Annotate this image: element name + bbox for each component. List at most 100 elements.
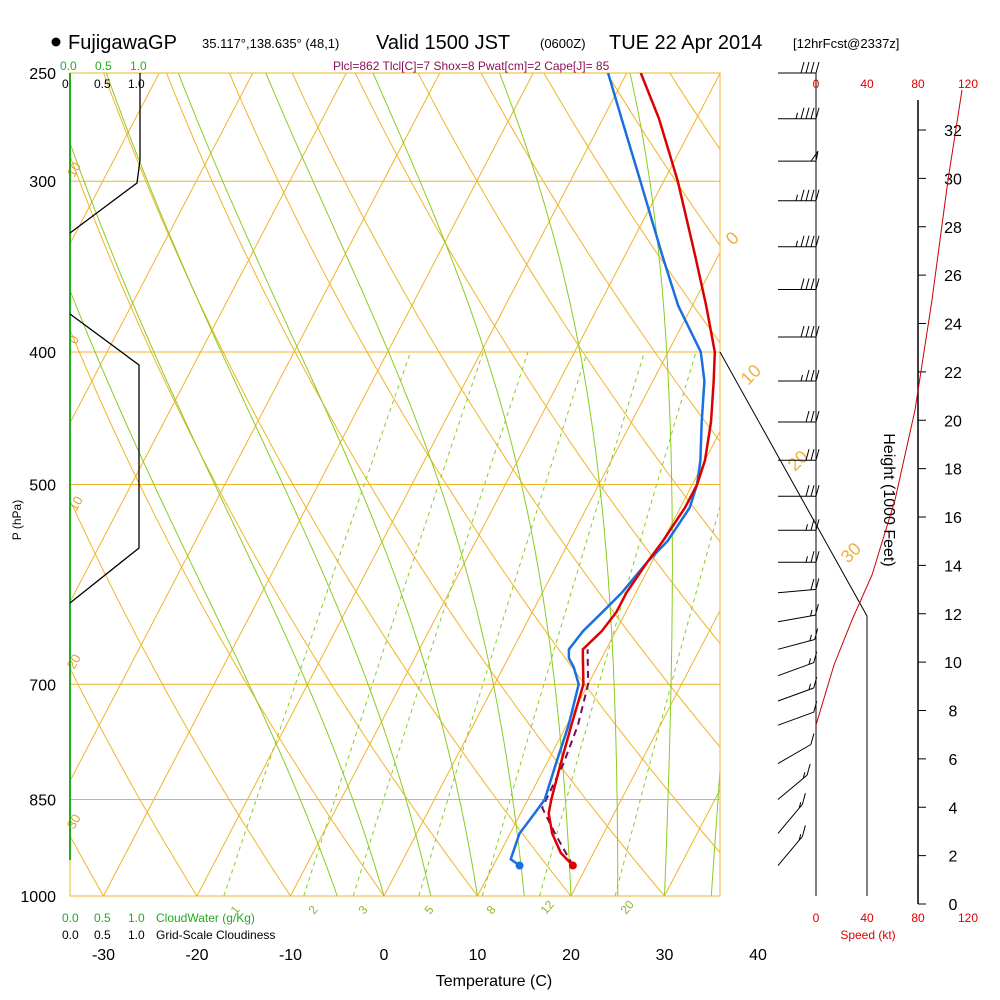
pressure-tick-label: 700 <box>29 677 56 694</box>
moist-adiabat <box>499 73 619 896</box>
dry-adiabat <box>858 73 1000 896</box>
isotherm-line <box>70 73 160 246</box>
wind-barb <box>777 651 818 677</box>
x-tick-label: 20 <box>562 947 580 964</box>
wind-speed-top-tick: 0 <box>813 77 820 91</box>
height-tick-label: 14 <box>944 558 962 575</box>
mixing-ratio-line <box>303 351 484 896</box>
profiles <box>509 73 717 870</box>
wind-barb <box>777 235 820 248</box>
isotherm-line <box>196 73 628 896</box>
wind-panel-edge <box>719 351 868 896</box>
valid-zulu: (0600Z) <box>540 36 586 51</box>
dry-adiabat <box>921 73 1000 896</box>
cloud-panel: 0.0 0.5 1.0 0 0.5 1.0 0.0 0.5 1.0 CloudWater (g/K… <box>60 59 275 942</box>
height-tick-label: 2 <box>949 849 958 866</box>
temperature-line <box>547 73 717 867</box>
wind-barb <box>777 369 820 382</box>
skew-line-label: 10 <box>737 361 765 389</box>
dry-adiabat <box>228 73 720 854</box>
cloudwater-label: CloudWater (g/Kg) <box>156 911 255 925</box>
pressure-tick-label: 300 <box>29 174 56 191</box>
isotherm-line <box>70 73 441 783</box>
wind-barb <box>777 793 806 834</box>
mixing-ratio-line <box>481 351 645 896</box>
cloudwater-bottom-tick: 1.0 <box>128 911 145 925</box>
pressure-tick-label: 250 <box>29 66 56 83</box>
dry-adiabat <box>70 667 198 896</box>
wind-barb <box>777 733 815 764</box>
dry-adiabat <box>480 73 720 443</box>
wind-barb <box>777 551 820 563</box>
height-curve <box>815 89 963 726</box>
cloudwater-top-tick: 0.0 <box>60 59 77 73</box>
moist-adiabat <box>105 73 432 896</box>
mixing-ratio-line <box>352 351 529 896</box>
station-dot-icon <box>51 37 61 47</box>
height-tick-label: 18 <box>944 462 962 479</box>
dewpoint-line <box>509 73 706 867</box>
skew-line-label: 10 <box>66 493 86 513</box>
dry-adiabat <box>103 73 572 896</box>
skew-line-label: 20 <box>64 651 84 671</box>
pressure-tick-label: 850 <box>29 793 56 810</box>
moist-adiabat <box>265 73 525 896</box>
cloudwater-bottom-tick: 0.0 <box>62 911 79 925</box>
cloudiness-bottom-tick: 0.5 <box>94 928 111 942</box>
cloudiness-profile-upper <box>69 73 141 234</box>
wind-speed-bottom-tick: 0 <box>813 911 820 925</box>
dry-adiabat <box>543 73 720 344</box>
moist-adiabat <box>710 763 720 896</box>
moist-adiabat <box>177 73 478 896</box>
wind-speed-top-tick: 40 <box>860 77 874 91</box>
wind-barb <box>777 150 819 162</box>
wind-barb <box>777 410 820 423</box>
wind-barb <box>777 485 820 497</box>
x-tick-label: -30 <box>92 947 115 964</box>
height-tick-label: 16 <box>944 510 962 527</box>
cloudwater-top-tick: 1.0 <box>130 59 147 73</box>
cloudwater-bottom-tick: 0.5 <box>94 911 111 925</box>
dry-adiabat <box>70 154 478 896</box>
wind-speed-bottom-tick: 40 <box>860 911 874 925</box>
isotherm-line <box>103 73 534 896</box>
wind-barb <box>777 449 820 461</box>
wind-barb <box>777 519 820 531</box>
moist-adiabat <box>372 73 572 896</box>
height-tick-label: 32 <box>944 123 962 140</box>
forecast-label: [12hrFcst@2337z] <box>793 36 899 51</box>
wind-barb <box>777 107 820 120</box>
station-coords: 35.117°,138.635° (48,1) <box>202 36 339 51</box>
x-tick-label: 10 <box>469 947 487 964</box>
station-name: FujigawaGP <box>68 32 177 54</box>
isotherm-line <box>477 430 720 896</box>
mixing-ratio-label: 3 <box>356 903 371 917</box>
height-tick-label: 10 <box>944 655 962 672</box>
skew-line-label: 0 <box>66 333 83 347</box>
mixing-ratio-line <box>223 351 412 896</box>
y-axis-title: P (hPa) <box>10 500 24 540</box>
dry-adiabat <box>70 499 291 896</box>
dry-adiabat <box>984 73 1000 896</box>
dry-adiabat <box>417 73 720 543</box>
valid-date: TUE 22 Apr 2014 <box>609 32 762 54</box>
isotherm-line <box>70 73 254 425</box>
pressure-tick-label: 400 <box>29 345 56 362</box>
background-lines <box>70 73 1000 896</box>
height-tick-label: 22 <box>944 365 962 382</box>
wind-speed-top-tick: 120 <box>958 77 978 91</box>
height-axis-title: Height (1000 Feet) <box>880 433 897 566</box>
mixing-ratio-label: 5 <box>422 903 437 917</box>
skew-line-label: 0 <box>722 228 743 249</box>
surface-temperature-marker <box>568 861 577 870</box>
wind-speed-top-tick: 80 <box>911 77 925 91</box>
valid-time: Valid 1500 JST <box>376 32 510 54</box>
height-tick-label: 12 <box>944 607 962 624</box>
skew-line-label: 10 <box>64 159 84 179</box>
dry-adiabat <box>291 73 720 748</box>
wind-barb <box>777 628 819 650</box>
cloudwater-top-tick: 0.5 <box>95 59 112 73</box>
